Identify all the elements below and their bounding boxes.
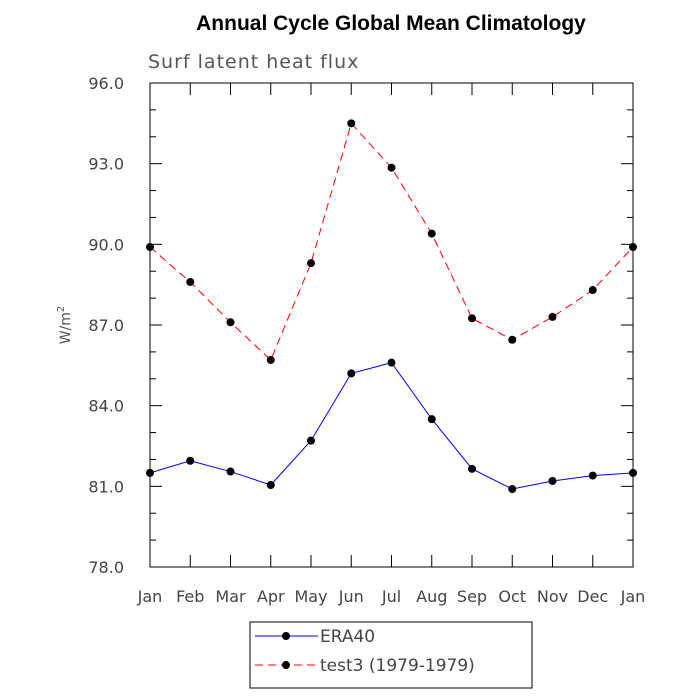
x-tick-label: Jul — [381, 587, 401, 606]
data-point — [226, 467, 235, 476]
data-point — [186, 456, 195, 465]
series-line — [149, 362, 634, 490]
x-tick-label: Jun — [338, 587, 364, 606]
legend-marker-era40 — [282, 632, 290, 640]
legend-label-era40: ERA40 — [320, 627, 375, 647]
chart-subtitle: Surf latent heat flux — [148, 51, 359, 73]
data-point — [307, 259, 315, 268]
y-tick-label: 96.0 — [88, 74, 124, 93]
x-tick-label: May — [294, 587, 327, 606]
y-axis-label-text: W/m — [58, 312, 74, 344]
series-layer — [146, 119, 637, 494]
y-tick-label: 81.0 — [88, 477, 124, 496]
x-tick-label: Mar — [215, 587, 246, 606]
data-point — [387, 163, 396, 172]
data-point — [387, 358, 396, 367]
data-point — [427, 415, 436, 424]
data-point — [588, 471, 597, 480]
data-point — [629, 468, 637, 477]
data-point — [347, 119, 356, 128]
x-tick-label: Jan — [620, 587, 646, 606]
plot-frame — [149, 82, 634, 568]
x-tick-label: Jan — [137, 587, 163, 606]
data-point — [266, 480, 275, 489]
x-tick-label: Nov — [537, 587, 568, 606]
data-point — [266, 355, 275, 364]
data-point — [427, 229, 436, 238]
data-point — [588, 286, 597, 295]
y-tick-labels: 78.0 81.0 84.0 87.0 90.0 93.0 96.0 — [88, 74, 124, 577]
data-point — [508, 335, 517, 344]
series-test3 — [146, 119, 637, 364]
legend: ERA40 test3 (1979-1979) — [249, 621, 533, 689]
y-tick-label: 87.0 — [88, 316, 124, 335]
data-point — [508, 485, 517, 494]
series-era40 — [146, 358, 637, 494]
data-point — [186, 277, 195, 286]
series-line — [149, 122, 634, 361]
chart-title: Annual Cycle Global Mean Climatology — [196, 12, 586, 35]
data-point — [226, 318, 235, 327]
x-tick-label: Sep — [457, 587, 487, 606]
x-tick-label: Oct — [498, 587, 526, 606]
y-tick-label: 78.0 — [88, 558, 124, 577]
data-point — [307, 436, 315, 445]
data-point — [347, 369, 356, 378]
x-tick-label: Feb — [176, 587, 204, 606]
x-tick-label: Aug — [416, 587, 447, 606]
y-tick-label: 90.0 — [88, 235, 124, 254]
data-point — [629, 243, 637, 252]
svg-text:W/m2: W/m2 — [56, 306, 74, 345]
x-tick-label: Apr — [257, 587, 285, 606]
data-point — [548, 312, 557, 321]
legend-marker-test3 — [282, 661, 290, 669]
data-point — [548, 476, 557, 485]
data-point — [468, 314, 476, 323]
x-tick-labels: Jan Feb Mar Apr May Jun Jul Aug Sep Oct Nov Dec Jan — [137, 587, 646, 606]
data-point — [146, 468, 154, 477]
y-axis-label: W/m2 — [56, 306, 74, 345]
y-tick-label: 93.0 — [88, 155, 124, 174]
x-tick-label: Dec — [577, 587, 608, 606]
data-point — [468, 464, 476, 473]
legend-label-test3: test3 (1979-1979) — [320, 656, 475, 676]
y-axis-label-superscript: 2 — [56, 306, 67, 312]
y-tick-label: 84.0 — [88, 397, 124, 416]
legend-box — [249, 621, 533, 689]
data-point — [146, 243, 154, 252]
axis-ticks — [149, 82, 634, 568]
